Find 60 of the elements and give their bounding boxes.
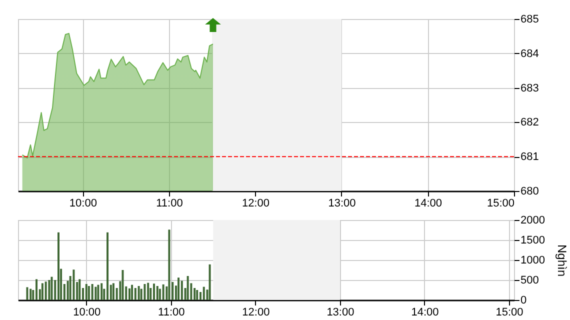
bar (156, 286, 158, 300)
bar (186, 276, 189, 300)
bar (131, 284, 134, 300)
y-tick-label: 683 (520, 82, 539, 94)
bar (178, 278, 180, 300)
bar (158, 288, 161, 300)
y-tick-label: 500 (520, 274, 539, 286)
x-tick-label: 12:00 (242, 198, 270, 210)
x-tick-label: 12:00 (242, 306, 270, 318)
y-tick-label: 0 (520, 294, 527, 306)
bar (208, 264, 211, 300)
x-tick-label: 14:00 (414, 198, 442, 210)
bar (168, 230, 170, 300)
bar (112, 283, 114, 300)
y-axis-title: Nghìn (554, 244, 569, 277)
x-tick-label: 10:00 (73, 306, 101, 318)
bar (78, 279, 81, 300)
bar (100, 283, 103, 300)
bar (41, 283, 44, 300)
bar (91, 284, 94, 300)
x-tick-label: 11:00 (156, 198, 183, 210)
y-tick-label: 1000 (520, 254, 545, 266)
bar (72, 270, 75, 300)
bar (128, 288, 130, 300)
x-tick-label: 10:00 (69, 198, 97, 210)
x-tick-label: 11:00 (158, 306, 185, 318)
x-tick-label: 14:00 (411, 306, 439, 318)
y-tick-label: 684 (520, 48, 539, 60)
y-tick-label: 685 (520, 14, 539, 26)
bar (144, 284, 146, 300)
bar (36, 279, 38, 300)
bar (58, 232, 60, 300)
bar (44, 282, 47, 300)
bar (30, 288, 32, 300)
bar (162, 284, 164, 300)
bar (153, 284, 156, 300)
x-tick-label: 13:00 (328, 198, 356, 210)
bar (147, 282, 150, 300)
bar (134, 288, 136, 300)
bar (180, 280, 183, 300)
y-tick-label: 682 (520, 116, 539, 129)
bar (94, 286, 97, 300)
bar (50, 276, 53, 300)
bar (26, 287, 28, 300)
x-tick-label: 15:00 (496, 306, 524, 318)
y-tick-label: 681 (520, 151, 539, 164)
y-tick-label: 680 (520, 186, 539, 198)
bar (97, 284, 100, 300)
x-tick-label: 13:00 (326, 306, 354, 318)
y-tick-label: 1500 (520, 234, 545, 246)
bar (106, 232, 109, 300)
bar (122, 270, 124, 300)
bar (138, 286, 140, 300)
x-tick-label: 15:00 (486, 198, 514, 210)
bar (85, 284, 88, 300)
bar (88, 286, 90, 300)
y-tick-label: 2000 (520, 214, 545, 226)
bar (48, 280, 50, 300)
bar (196, 290, 198, 300)
bar (202, 286, 205, 300)
